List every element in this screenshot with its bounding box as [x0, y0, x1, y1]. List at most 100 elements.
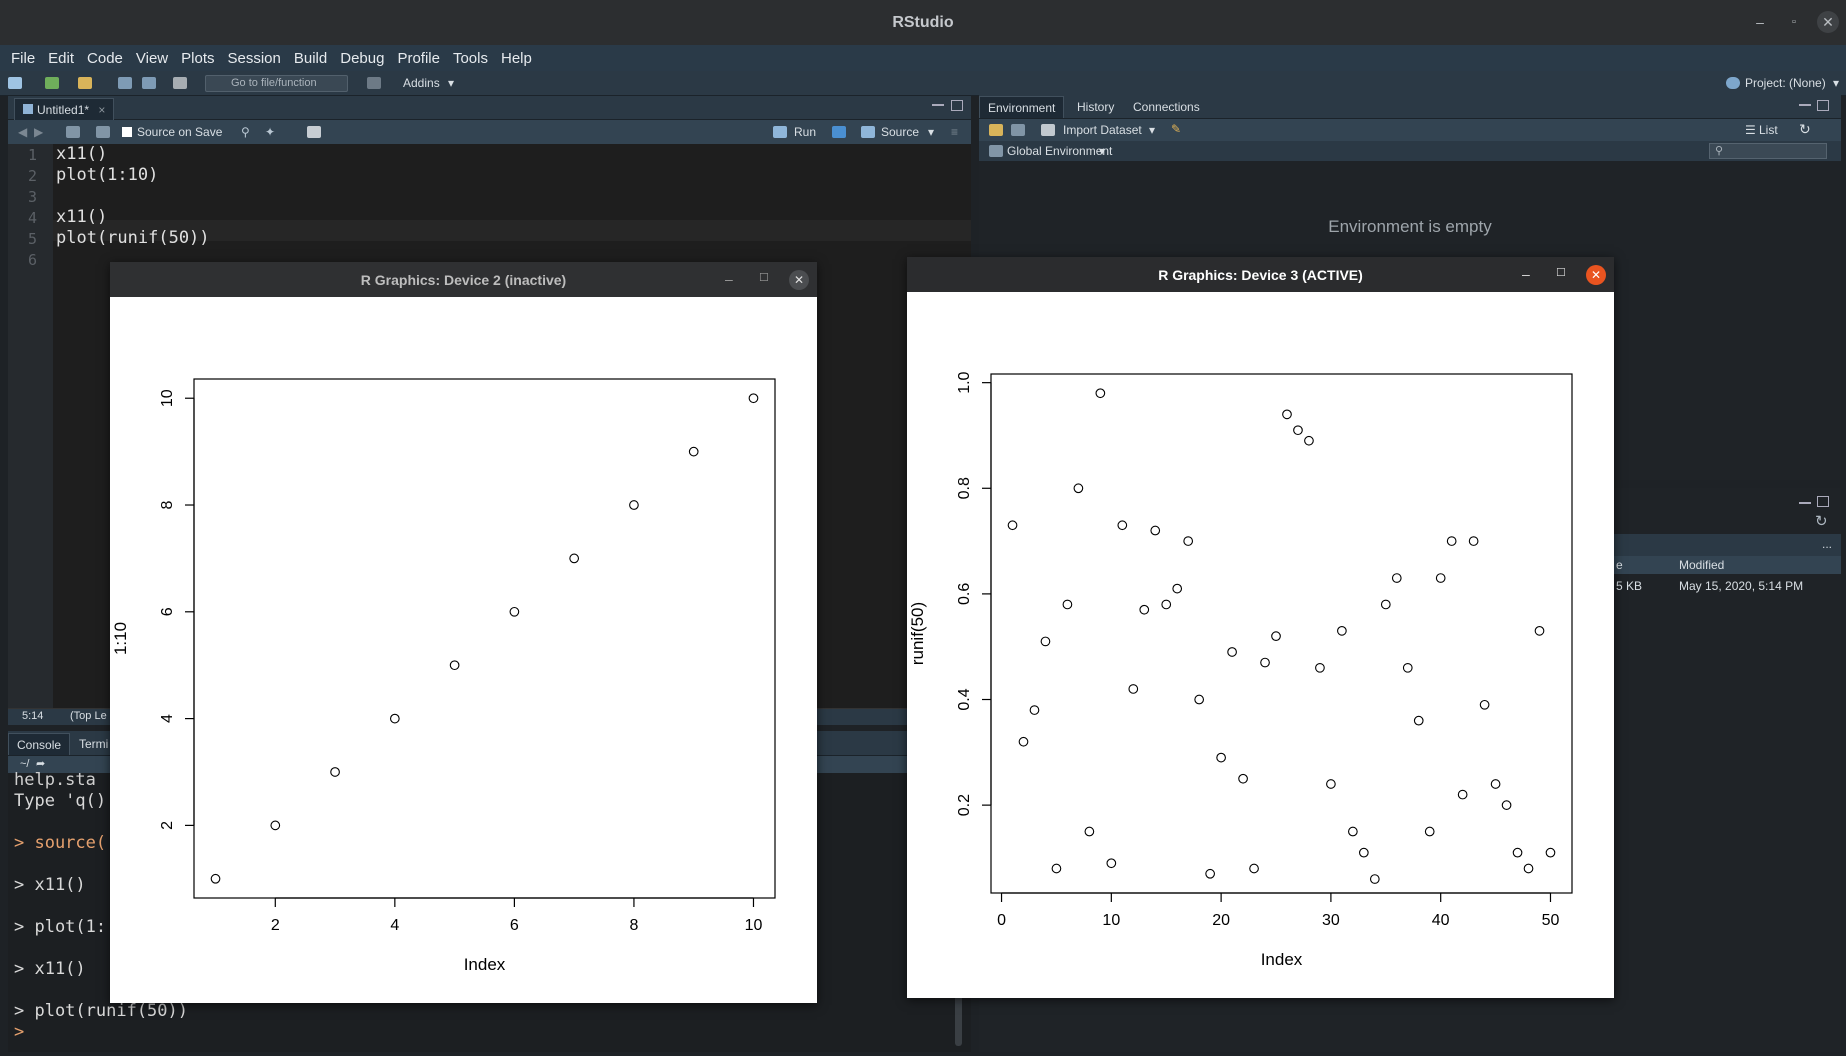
window-title: RStudio [892, 14, 954, 31]
menu-debug[interactable]: Debug [340, 49, 385, 67]
tab-untitled1[interactable]: Untitled1* × [14, 98, 115, 120]
graphics-device-2-window[interactable]: R Graphics: Device 2 (inactive) – ☐ ✕ 2 4… [110, 262, 817, 1003]
device3-titlebar[interactable]: R Graphics: Device 3 (ACTIVE) – ☐ ✕ [907, 257, 1614, 292]
save-icon[interactable] [96, 126, 110, 138]
env-toolbar: Import Dataset ▾ ✎ ☰ List ↻ [979, 119, 1841, 141]
compile-report-icon[interactable] [307, 126, 321, 138]
code-line-4[interactable]: x11() [56, 207, 108, 227]
data-point [1545, 847, 1556, 858]
menu-view[interactable]: View [135, 49, 169, 67]
list-icon[interactable]: ☰ [1745, 123, 1756, 137]
maximize-pane-icon[interactable] [1817, 496, 1829, 507]
data-point [1205, 868, 1215, 879]
tab-environment[interactable]: Environment [979, 96, 1065, 118]
goto-dir-icon[interactable]: ➦ [36, 758, 46, 770]
source-on-save-checkbox[interactable] [122, 127, 132, 137]
data-point [210, 873, 221, 884]
data-point [1029, 705, 1040, 715]
env-empty-message: Environment is empty [1328, 217, 1492, 236]
tab-connections[interactable]: Connections [1133, 100, 1200, 114]
goto-file-input[interactable]: Go to file/function [205, 75, 348, 92]
menu-edit[interactable]: Edit [48, 49, 75, 67]
code-line-5[interactable]: plot(runif(50)) [56, 228, 210, 248]
new-file-icon[interactable] [8, 77, 22, 89]
rerun-icon[interactable] [832, 126, 846, 138]
save-all-icon[interactable] [142, 77, 156, 89]
addins-button[interactable]: Addins [403, 76, 440, 90]
more-button[interactable]: ... [1822, 537, 1833, 551]
chevron-down-icon[interactable]: ▾ [1833, 76, 1840, 90]
close-icon[interactable]: ✕ [789, 270, 809, 290]
tab-history[interactable]: History [1077, 100, 1115, 114]
scope-indicator[interactable]: (Top Le [70, 710, 107, 722]
menu-session[interactable]: Session [227, 49, 281, 67]
minimize-icon[interactable]: – [1756, 14, 1764, 30]
project-menu[interactable]: Project: (None) [1745, 76, 1826, 90]
save-icon[interactable] [1011, 124, 1025, 136]
open-folder-icon[interactable] [78, 77, 92, 89]
back-arrow-icon[interactable]: ◀ [18, 125, 28, 139]
device2-titlebar[interactable]: R Graphics: Device 2 (inactive) – ☐ ✕ [110, 262, 817, 297]
chevron-down-icon[interactable]: ▾ [1099, 144, 1106, 158]
menu-help[interactable]: Help [501, 49, 532, 67]
code-line-1[interactable]: x11() [56, 144, 108, 164]
data-point [1216, 752, 1226, 763]
close-tab-icon[interactable]: × [98, 103, 106, 117]
minimize-icon[interactable]: – [725, 271, 733, 287]
show-in-window-icon[interactable] [66, 126, 80, 138]
open-folder-icon[interactable] [989, 124, 1003, 136]
broom-icon[interactable]: ✎ [1171, 122, 1182, 136]
maximize-pane-icon[interactable] [1817, 100, 1829, 111]
data-point [1523, 863, 1534, 874]
console-scrollbar[interactable] [955, 991, 962, 1046]
tab-terminal[interactable]: Termi [79, 737, 109, 751]
wand-icon[interactable]: ✦ [265, 125, 276, 139]
console-line: > x11() [14, 959, 86, 979]
chevron-down-icon[interactable]: ▾ [928, 125, 935, 139]
code-line-2[interactable]: plot(1:10) [56, 165, 159, 185]
menu-plots[interactable]: Plots [181, 49, 215, 67]
data-point [270, 820, 281, 831]
new-project-icon[interactable] [45, 77, 59, 89]
tab-console[interactable]: Console [8, 733, 71, 755]
minimize-pane-icon[interactable] [1799, 104, 1811, 106]
table-icon [1041, 124, 1055, 136]
graphics-device-3-window[interactable]: R Graphics: Device 3 (ACTIVE) – ☐ ✕ 0 10 2… [907, 257, 1614, 998]
search-icon[interactable]: ⚲ [241, 125, 250, 139]
menu-profile[interactable]: Profile [397, 49, 440, 67]
refresh-icon[interactable]: ↻ [1799, 121, 1811, 137]
outline-icon[interactable]: ≡ [951, 125, 959, 139]
close-icon[interactable]: ✕ [1817, 11, 1839, 33]
data-point [1106, 858, 1117, 869]
menu-build[interactable]: Build [293, 49, 328, 67]
import-dataset-button[interactable]: Import Dataset [1063, 123, 1142, 137]
global-environment-dropdown[interactable]: Global Environment [1007, 144, 1113, 158]
minimize-icon[interactable]: – [1522, 266, 1530, 282]
maximize-pane-icon[interactable] [951, 100, 963, 111]
console-prompt[interactable]: > [14, 1022, 25, 1042]
source-button[interactable]: Source [881, 125, 920, 139]
refresh-icon[interactable]: ↻ [1815, 513, 1828, 530]
env-search-input[interactable]: ⚲ [1709, 143, 1827, 159]
menu-file[interactable]: File [11, 49, 36, 67]
data-point [748, 393, 759, 404]
forward-arrow-icon[interactable]: ▶ [34, 125, 44, 139]
run-button[interactable]: Run [794, 125, 817, 139]
data-point [1062, 599, 1073, 610]
minimize-pane-icon[interactable] [1799, 502, 1811, 504]
view-mode-button[interactable]: List [1759, 123, 1778, 137]
menu-tools[interactable]: Tools [452, 49, 488, 67]
maximize-icon[interactable]: ▫ [1792, 16, 1796, 28]
print-icon[interactable] [173, 77, 187, 89]
menu-code[interactable]: Code [87, 49, 123, 67]
modified-column-header[interactable]: Modified [1679, 558, 1725, 572]
minimize-pane-icon[interactable] [932, 104, 944, 106]
maximize-icon[interactable]: ☐ [759, 272, 769, 284]
save-icon[interactable] [118, 77, 132, 89]
chevron-down-icon[interactable]: ▾ [448, 76, 455, 90]
maximize-icon[interactable]: ☐ [1556, 267, 1566, 279]
grid-icon[interactable] [367, 77, 381, 89]
chevron-down-icon[interactable]: ▾ [1149, 123, 1156, 137]
size-column-header[interactable]: e [1616, 558, 1623, 572]
close-icon[interactable]: ✕ [1586, 265, 1606, 285]
